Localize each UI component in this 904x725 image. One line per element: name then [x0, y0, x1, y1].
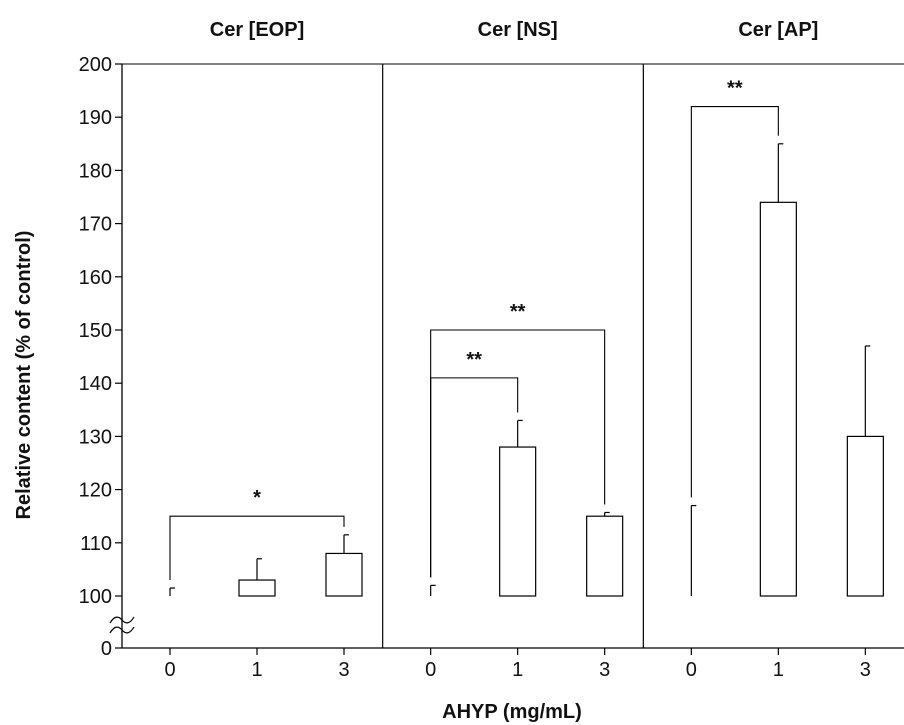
- y-tick-label: 100: [79, 586, 112, 608]
- y-axis-title: Relative content (% of control): [13, 231, 35, 520]
- bar: [499, 446, 537, 597]
- panel-title: Cer [NS]: [478, 19, 558, 41]
- y-tick-label: 190: [79, 107, 112, 129]
- x-tick-label: 3: [599, 659, 610, 681]
- bar: [238, 579, 276, 597]
- significance-label: **: [466, 349, 482, 371]
- panel-title: Cer [EOP]: [210, 19, 304, 41]
- significance-bracket: [430, 329, 606, 578]
- x-tick-label: 1: [251, 659, 262, 681]
- significance-bracket: [690, 106, 779, 498]
- significance-label: **: [510, 301, 526, 323]
- significance-label: *: [253, 487, 261, 509]
- axes-layer: 0 100 110 120 130 140 150 160 170 180 190 200: [79, 54, 904, 660]
- axis-break-wave: [109, 616, 135, 624]
- x-tick-label: 1: [773, 659, 784, 681]
- y-tick-label: 180: [79, 160, 112, 182]
- bar: [325, 552, 363, 597]
- y-tick-label: 170: [79, 214, 112, 236]
- x-tick-label: 3: [338, 659, 349, 681]
- x-tick-label: 3: [860, 659, 871, 681]
- significance-label: **: [727, 78, 743, 100]
- y-tick-label: 150: [79, 320, 112, 342]
- x-tick-label: 0: [164, 659, 175, 681]
- y-tick-label: 160: [79, 267, 112, 289]
- y-tick-label: 140: [79, 373, 112, 395]
- bar: [759, 201, 797, 597]
- x-tick-label: 0: [686, 659, 697, 681]
- x-tick-label: 1: [512, 659, 523, 681]
- axis-break-wave: [109, 626, 135, 634]
- bar: [846, 435, 884, 597]
- bar: [586, 515, 624, 597]
- y-tick-label: 120: [79, 480, 112, 502]
- x-axis-title: AHYP (mg/mL): [442, 701, 582, 723]
- y-tick-label: 130: [79, 426, 112, 448]
- marks-layer: Cer [EOP] 0 1 3 * Cer [NS] 0 1 3 ** ** Cer [AP] 0 1 3 *…: [164, 19, 884, 681]
- panel-title: Cer [AP]: [738, 19, 818, 41]
- x-tick-label: 0: [425, 659, 436, 681]
- y-tick-label: 0: [101, 638, 112, 660]
- significance-bracket: [169, 515, 345, 581]
- y-tick-label: 200: [79, 54, 112, 76]
- y-tick-label: 110: [80, 533, 112, 555]
